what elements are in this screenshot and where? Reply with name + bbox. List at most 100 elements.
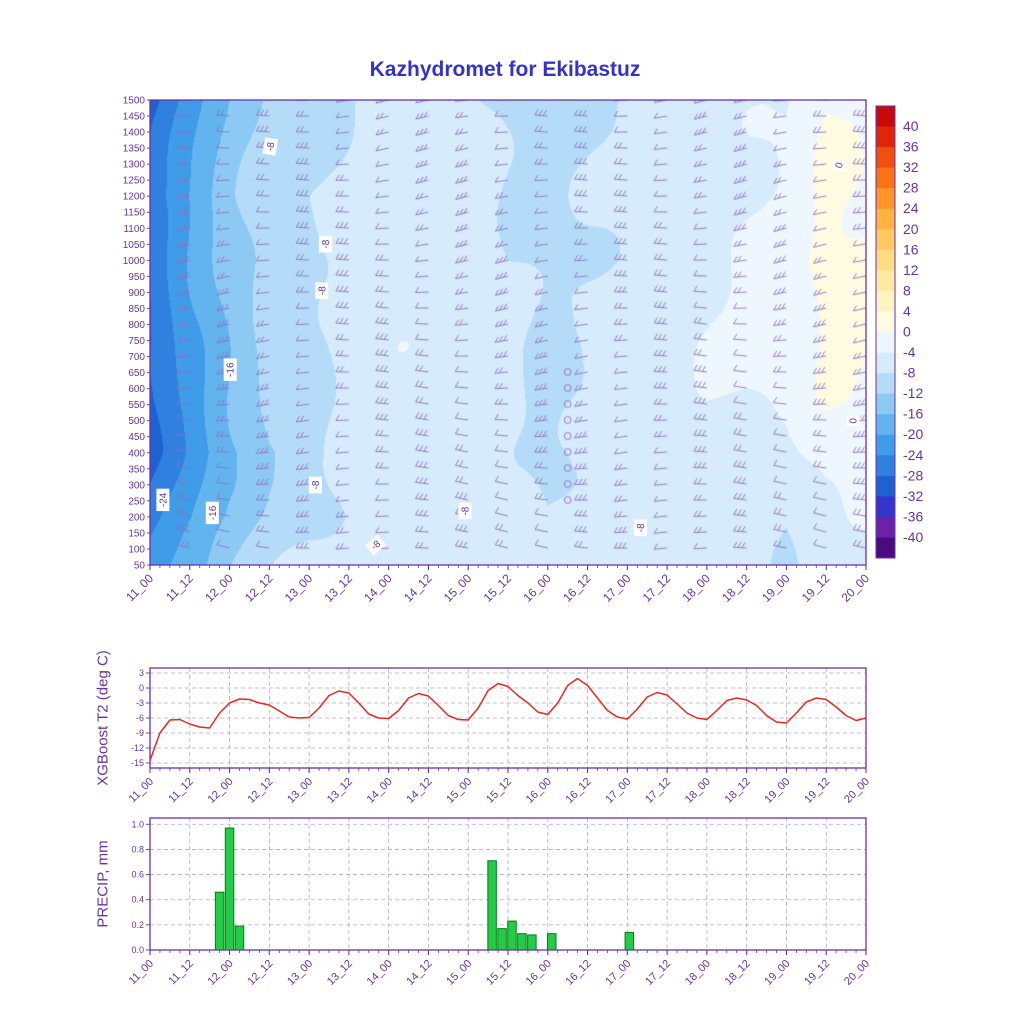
x-tick-label: 19_12 bbox=[799, 571, 833, 605]
svg-text:-16: -16 bbox=[208, 505, 219, 520]
precip-bar bbox=[224, 827, 235, 951]
x-tick-label: 18_00 bbox=[683, 776, 713, 806]
colorbar-cell bbox=[876, 414, 895, 436]
x-tick-label: 15_00 bbox=[441, 571, 475, 605]
svg-text:0: 0 bbox=[834, 161, 846, 170]
y-tick-label: 750 bbox=[128, 336, 145, 347]
y-tick-label: 1450 bbox=[123, 112, 146, 123]
y-tick-label: 1150 bbox=[123, 208, 145, 219]
y-tick-label: 150 bbox=[128, 528, 145, 539]
contour-label: -8 bbox=[365, 534, 387, 556]
svg-text:-8: -8 bbox=[311, 480, 322, 489]
x-tick-label: 15_12 bbox=[484, 776, 514, 806]
y-tick-label: 200 bbox=[128, 512, 145, 523]
x-tick-label: 14_12 bbox=[404, 776, 434, 806]
colorbar-cell bbox=[876, 249, 895, 271]
x-tick-label: 17_00 bbox=[603, 776, 633, 806]
colorbar-tick-label: 8 bbox=[903, 282, 911, 298]
colorbar-tick-label: -8 bbox=[903, 365, 916, 381]
x-tick-label: 19_00 bbox=[762, 776, 792, 806]
y-tick-label: 0.4 bbox=[131, 895, 144, 905]
svg-text:0: 0 bbox=[849, 418, 860, 424]
svg-text:-8: -8 bbox=[317, 286, 328, 295]
colorbar-tick-label: 24 bbox=[903, 200, 919, 216]
x-tick-label: 12_12 bbox=[245, 958, 275, 988]
x-tick-label: 13_00 bbox=[285, 958, 315, 988]
contour-label: 0 bbox=[846, 415, 860, 427]
precip-bar bbox=[547, 933, 557, 951]
colorbar-cell bbox=[876, 106, 895, 128]
y-tick-label: 350 bbox=[128, 464, 145, 475]
contour-label: -16 bbox=[205, 501, 219, 525]
y-tick-label: 0.2 bbox=[131, 920, 144, 930]
x-tick-label: 16_00 bbox=[524, 776, 554, 806]
contour-label: -8 bbox=[318, 235, 332, 253]
colorbar-tick-label: 16 bbox=[903, 241, 919, 257]
x-tick-label: 18_12 bbox=[723, 958, 753, 988]
colorbar-tick-label: -36 bbox=[903, 508, 923, 524]
colorbar-cell bbox=[876, 393, 895, 415]
colorbar-cell bbox=[876, 147, 895, 169]
x-tick-label: 20_00 bbox=[842, 776, 872, 806]
x-tick-label: 11_00 bbox=[127, 776, 157, 806]
y-tick-label: 400 bbox=[128, 448, 145, 459]
precip-bar bbox=[214, 891, 225, 951]
x-tick-label: 18_00 bbox=[683, 958, 713, 988]
y-tick-label: -15 bbox=[131, 758, 144, 768]
x-tick-label: 12_12 bbox=[242, 571, 276, 605]
x-tick-label: 12_12 bbox=[245, 776, 275, 806]
y-tick-label: 500 bbox=[128, 416, 145, 427]
x-tick-label: 14_12 bbox=[404, 958, 434, 988]
y-tick-label: 1350 bbox=[123, 144, 146, 155]
x-tick-label: 18_12 bbox=[719, 571, 753, 605]
y-tick-label: 900 bbox=[128, 288, 145, 299]
contour-label: -24 bbox=[156, 488, 170, 512]
colorbar-cell bbox=[876, 434, 895, 456]
colorbar-cell bbox=[876, 290, 895, 312]
x-tick-label: 17_12 bbox=[643, 958, 673, 988]
x-tick-label: 11_12 bbox=[166, 958, 196, 988]
x-tick-label: 14_12 bbox=[401, 571, 435, 605]
x-tick-label: 15_00 bbox=[444, 776, 474, 806]
y-tick-label: 800 bbox=[128, 320, 145, 331]
colorbar-tick-label: 12 bbox=[903, 262, 919, 278]
colorbar-tick-label: -4 bbox=[903, 344, 916, 360]
chart-title: Kazhydromet for Ekibastuz bbox=[369, 58, 641, 81]
contour-label: -16 bbox=[223, 358, 237, 381]
x-tick-label: 19_00 bbox=[762, 958, 792, 988]
t2-series-line bbox=[149, 677, 867, 761]
contour-label: -8 bbox=[315, 282, 329, 299]
x-tick-label: 15_12 bbox=[481, 571, 515, 605]
y-tick-label: 300 bbox=[128, 480, 145, 491]
colorbar-cell bbox=[876, 126, 895, 148]
y-tick-label: 1200 bbox=[123, 192, 146, 203]
y-tick-label: 600 bbox=[128, 384, 145, 395]
y-tick-label: 1.0 bbox=[131, 819, 144, 829]
x-tick-label: 14_00 bbox=[365, 776, 395, 806]
x-tick-label: 12_00 bbox=[202, 571, 236, 605]
y-tick-label: 1300 bbox=[123, 160, 146, 171]
colorbar-cell bbox=[876, 311, 895, 333]
x-tick-label: 11_00 bbox=[123, 571, 156, 604]
x-tick-label: 20_00 bbox=[842, 958, 872, 988]
colorbar-cell bbox=[876, 332, 895, 354]
colorbar-tick-label: 0 bbox=[903, 324, 911, 340]
colorbar-tick-label: 28 bbox=[903, 180, 919, 196]
x-tick-label: 13_12 bbox=[322, 571, 356, 605]
colorbar-tick-label: 36 bbox=[903, 139, 919, 155]
colorbar-tick-label: 40 bbox=[903, 118, 919, 134]
colorbar-tick-label: -24 bbox=[903, 447, 923, 463]
colorbar-cell bbox=[876, 188, 895, 210]
svg-text:-8: -8 bbox=[461, 506, 472, 515]
x-tick-label: 13_00 bbox=[282, 571, 316, 605]
colorbar-tick-label: -32 bbox=[903, 488, 923, 504]
precip-bar bbox=[497, 928, 507, 951]
x-tick-label: 16_00 bbox=[520, 571, 554, 605]
colorbar-cell bbox=[876, 229, 895, 251]
colorbar-cell bbox=[876, 208, 895, 230]
y-tick-label: -3 bbox=[136, 698, 144, 708]
precip-bar bbox=[517, 933, 527, 951]
y-tick-label: 450 bbox=[128, 432, 145, 443]
x-tick-label: 12_00 bbox=[206, 958, 236, 988]
